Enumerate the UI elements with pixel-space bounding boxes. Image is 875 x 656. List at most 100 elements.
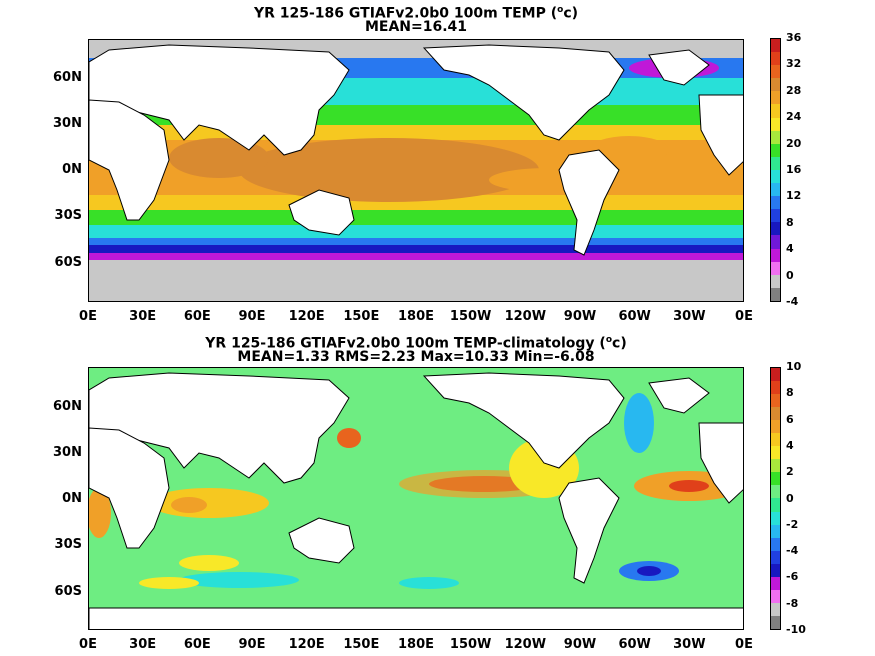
lon-tick-label: 90W bbox=[563, 637, 597, 652]
bottom-map-field bbox=[89, 368, 743, 629]
lon-tick-label: 60E bbox=[183, 637, 211, 652]
colorbar-swatch bbox=[771, 576, 780, 590]
colorbar-swatch bbox=[771, 381, 780, 395]
indian-warm-pool bbox=[169, 138, 269, 178]
colorbar-tick-label: 28 bbox=[786, 83, 802, 97]
north-america-landmass bbox=[422, 44, 625, 141]
lon-tick-label: 150W bbox=[449, 309, 492, 324]
colorbar-tick-label: -2 bbox=[786, 517, 799, 531]
top-lat-label: 30N bbox=[53, 116, 82, 131]
colorbar-swatch bbox=[771, 183, 780, 197]
colorbar-swatch bbox=[771, 235, 780, 249]
lon-tick-label: 0E bbox=[79, 309, 97, 324]
colorbar-tick-label: 0 bbox=[786, 491, 794, 505]
top-colorbar bbox=[770, 38, 781, 302]
colorbar-swatch bbox=[771, 52, 780, 66]
antarctica-landmass bbox=[89, 607, 743, 629]
colorbar-swatch bbox=[771, 368, 780, 382]
colorbar-swatch bbox=[771, 143, 780, 157]
colorbar-swatch bbox=[771, 511, 780, 525]
colorbar-swatch bbox=[771, 248, 780, 262]
top-map-field bbox=[89, 40, 743, 301]
colorbar-swatch bbox=[771, 537, 780, 551]
lon-tick-label: 60W bbox=[618, 637, 651, 652]
bottom-lat-label: 0N bbox=[62, 491, 82, 506]
colorbar-tick-label: 2 bbox=[786, 465, 794, 479]
colorbar-swatch bbox=[771, 169, 780, 184]
lon-tick-label: 90E bbox=[238, 309, 266, 324]
colorbar-swatch bbox=[771, 156, 780, 170]
top-lat-label: 30S bbox=[54, 208, 82, 223]
colorbar-swatch bbox=[771, 602, 780, 616]
colorbar-swatch bbox=[771, 104, 780, 118]
colorbar-swatch bbox=[771, 589, 780, 603]
lon-tick-label: 150E bbox=[343, 309, 380, 324]
colorbar-swatch bbox=[771, 498, 780, 512]
colorbar-swatch bbox=[771, 261, 780, 275]
lon-tick-label: 0E bbox=[735, 309, 753, 324]
colorbar-swatch bbox=[771, 485, 780, 499]
top-title: YR 125-186 GTIAFv2.0b0 100m TEMP (oc) bbox=[253, 5, 579, 22]
africa-east-landmass bbox=[698, 422, 743, 504]
colorbar-tick-label: -8 bbox=[786, 596, 799, 610]
greenland-landmass bbox=[648, 377, 710, 414]
colorbar-swatch bbox=[771, 550, 780, 564]
colorbar-swatch bbox=[771, 407, 780, 421]
bottom-stats: MEAN=1.33 RMS=2.23 Max=10.33 Min=-6.08 bbox=[237, 349, 595, 365]
colorbar-swatch bbox=[771, 420, 780, 434]
colorbar-swatch bbox=[771, 130, 780, 144]
colorbar-swatch bbox=[771, 615, 780, 629]
colorbar-tick-label: 20 bbox=[786, 136, 802, 150]
colorbar-tick-label: 24 bbox=[786, 110, 802, 124]
lon-tick-label: 90W bbox=[563, 309, 597, 324]
antarctic-ice-region bbox=[89, 260, 743, 301]
lon-tick-label: 150W bbox=[449, 637, 492, 652]
lon-tick-label: 90E bbox=[238, 637, 266, 652]
colorbar-swatch bbox=[771, 394, 780, 408]
colorbar-tick-label: 12 bbox=[786, 189, 802, 203]
africa-landmass bbox=[89, 427, 170, 549]
lon-tick-label: 150E bbox=[343, 637, 380, 652]
colorbar-tick-label: 8 bbox=[786, 386, 794, 400]
lon-tick-label: 120W bbox=[504, 309, 547, 324]
bottom-lat-label: 60N bbox=[53, 399, 82, 414]
lon-tick-label: 180E bbox=[397, 637, 435, 652]
colorbar-tick-label: -6 bbox=[786, 570, 799, 584]
colorbar-swatch bbox=[771, 274, 780, 288]
greenland-landmass bbox=[648, 49, 710, 86]
lon-tick-label: 30W bbox=[673, 637, 706, 652]
africa-east-landmass bbox=[698, 94, 743, 176]
colorbar-swatch bbox=[771, 196, 780, 210]
top-map-temperature bbox=[88, 39, 744, 302]
colorbar-swatch bbox=[771, 472, 780, 486]
colorbar-tick-label: 10 bbox=[786, 360, 802, 373]
colorbar-swatch bbox=[771, 78, 780, 92]
colorbar-tick-label: -4 bbox=[786, 544, 799, 558]
colorbar-swatch bbox=[771, 91, 780, 105]
colorbar-tick-label: 6 bbox=[786, 412, 794, 426]
colorbar-swatch bbox=[771, 65, 780, 79]
lon-tick-label: 0E bbox=[79, 637, 97, 652]
eurasia-landmass bbox=[89, 372, 350, 484]
lon-tick-label: 120E bbox=[288, 309, 325, 324]
lon-tick-label: 30W bbox=[673, 309, 706, 324]
colorbar-tick-label: -10 bbox=[786, 623, 806, 636]
lon-tick-label: 120W bbox=[504, 637, 547, 652]
top-lat-label: 0N bbox=[62, 162, 82, 177]
pacific-warm-pool bbox=[239, 138, 539, 202]
south-america-landmass bbox=[558, 477, 620, 584]
bottom-lat-label: 30S bbox=[54, 537, 82, 552]
top-lat-label: 60N bbox=[53, 70, 82, 85]
australia-landmass bbox=[288, 189, 355, 236]
bottom-colorbar bbox=[770, 367, 781, 630]
colorbar-swatch bbox=[771, 563, 780, 577]
colorbar-tick-label: 4 bbox=[786, 438, 794, 452]
colorbar-swatch bbox=[771, 524, 780, 538]
colorbar-swatch bbox=[771, 222, 780, 236]
colorbar-swatch bbox=[771, 39, 780, 53]
colorbar-tick-label: 0 bbox=[786, 268, 794, 282]
bottom-lat-label: 30N bbox=[53, 445, 82, 460]
colorbar-swatch bbox=[771, 459, 780, 473]
colorbar-tick-label: 16 bbox=[786, 163, 802, 176]
lon-tick-label: 180E bbox=[397, 309, 435, 324]
